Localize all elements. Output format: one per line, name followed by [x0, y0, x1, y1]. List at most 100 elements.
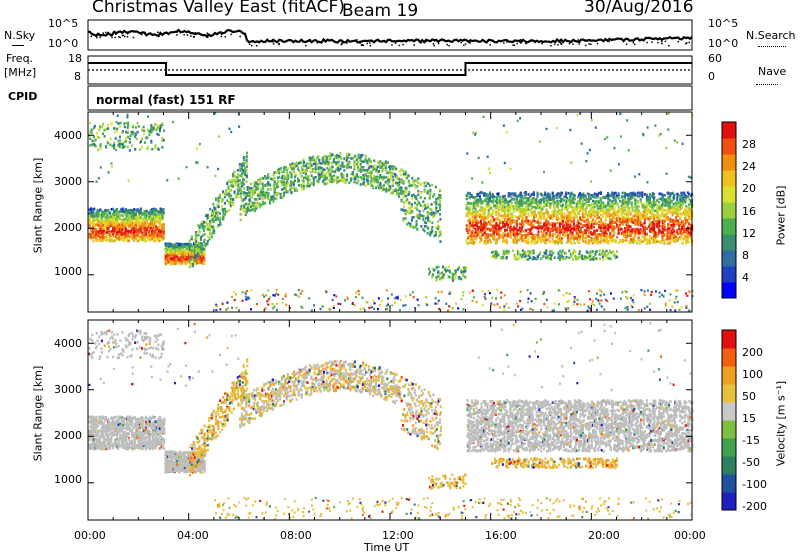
power-cell: [158, 217, 161, 220]
power-cell: [135, 220, 138, 224]
power-cell: [331, 153, 334, 156]
power-cell: [517, 232, 520, 236]
power-cell: [127, 222, 130, 225]
power-cell: [487, 212, 490, 215]
power-cell: [312, 176, 315, 180]
power-cell: [233, 178, 236, 182]
power-cell: [123, 122, 126, 125]
power-cell: [390, 173, 393, 177]
power-cell: [524, 236, 527, 239]
power-cell: [426, 203, 429, 206]
power-cell: [257, 194, 260, 197]
power-cell: [244, 166, 247, 170]
power-cell: [549, 216, 552, 220]
power-cell: [485, 233, 488, 236]
power-cell: [144, 216, 147, 219]
power-cell: [136, 121, 139, 125]
power-cell: [217, 218, 220, 221]
power-cell: [490, 199, 493, 203]
power-cell: [332, 178, 335, 182]
power-cell: [150, 233, 153, 237]
power-cell: [468, 234, 471, 237]
power-cell: [502, 222, 505, 226]
power-cell: [107, 227, 110, 230]
power-cell: [237, 184, 240, 187]
power-cell: [373, 164, 376, 168]
power-cell: [471, 231, 474, 235]
power-cell: [354, 162, 357, 165]
power-cell: [462, 274, 465, 278]
power-cell: [253, 180, 256, 184]
power-cell: [388, 180, 391, 184]
power-cell: [353, 180, 356, 184]
power-cell: [190, 243, 193, 246]
power-cell: [342, 178, 345, 181]
power-cell: [509, 235, 512, 239]
power-cell: [515, 202, 518, 205]
power-cell: [127, 215, 130, 218]
power-cell: [392, 175, 395, 179]
power-cell: [581, 200, 584, 203]
power-cell: [527, 240, 530, 243]
power-cell: [193, 258, 196, 262]
power-cell: [228, 201, 231, 204]
velocity-cbar-tick-1: 100: [742, 368, 763, 381]
power-cell: [391, 184, 394, 188]
power-cell: [404, 170, 407, 174]
power-cell: [160, 235, 163, 239]
power-cell: [429, 212, 432, 215]
power-cell: [400, 208, 403, 211]
power-cell: [97, 148, 100, 152]
power-cell: [363, 177, 366, 181]
power-cell: [359, 168, 362, 172]
power-cell: [480, 209, 483, 213]
power-cell: [372, 177, 375, 180]
power-cell: [138, 231, 141, 234]
power-cell: [509, 213, 512, 217]
power-cell: [191, 251, 194, 254]
power-cell: [515, 222, 518, 226]
power-cell: [116, 212, 119, 216]
power-cell: [92, 221, 95, 225]
power-cell: [105, 127, 108, 131]
power-cell: [121, 146, 124, 149]
power-cell: [170, 252, 173, 256]
power-cell: [507, 192, 510, 195]
power-cell: [400, 181, 403, 184]
power-cell: [201, 247, 204, 251]
power-cell: [264, 175, 267, 178]
power-cell: [181, 256, 184, 259]
power-cell: [191, 247, 194, 250]
power-cell: [140, 128, 143, 132]
power-cell: [462, 272, 465, 275]
power-cell: [377, 177, 380, 181]
power-cell: [132, 229, 135, 233]
power-cell: [390, 191, 393, 195]
power-cell: [314, 170, 317, 174]
power-cell: [145, 218, 148, 222]
nsky-point: [96, 36, 98, 39]
power-cell: [279, 167, 282, 170]
power-cell: [523, 211, 526, 214]
power-cell: [135, 231, 138, 234]
power-cell: [567, 191, 570, 195]
power-cell: [244, 213, 247, 216]
power-cell: [317, 171, 320, 175]
power-cell: [530, 238, 533, 241]
power-cell: [324, 173, 327, 177]
power-cell: [272, 173, 275, 177]
power-cell: [131, 232, 134, 236]
power-cell: [441, 275, 444, 278]
power-cell: [510, 201, 513, 204]
power-cell: [476, 219, 479, 222]
power-cell: [115, 229, 118, 232]
power-cell: [101, 218, 104, 222]
power-cell: [307, 178, 310, 182]
power-cell: [138, 219, 141, 223]
power-cell: [208, 236, 211, 240]
power-cell: [572, 201, 575, 204]
nsky-point: [190, 35, 192, 37]
power-cell: [405, 187, 408, 191]
power-cell: [520, 211, 523, 214]
power-cell: [245, 151, 248, 155]
